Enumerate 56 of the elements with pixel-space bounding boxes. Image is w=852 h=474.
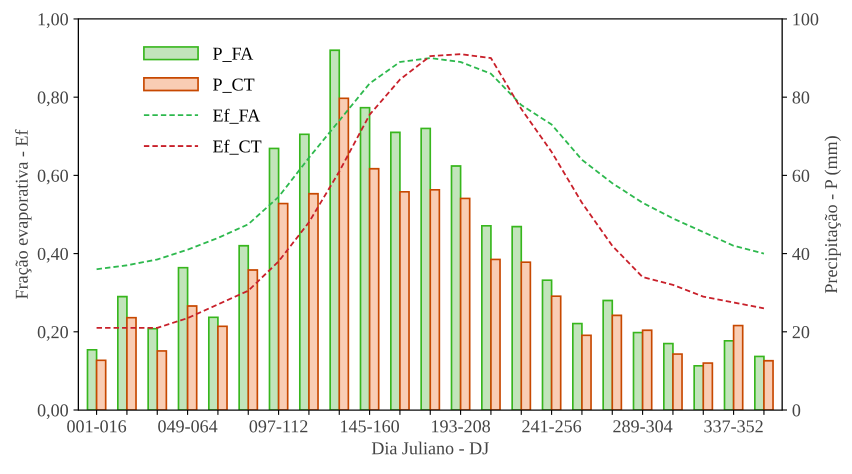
bar bbox=[156, 350, 168, 410]
x-axis-title: Dia Juliano - DJ bbox=[372, 442, 489, 454]
y2-tick-label: 0 bbox=[792, 404, 800, 416]
bar bbox=[581, 334, 592, 410]
y2-axis-title: Precipitação - P (mm) bbox=[824, 136, 841, 294]
bar bbox=[732, 324, 744, 410]
bar bbox=[338, 98, 350, 410]
x-tick-label: 145-160 bbox=[341, 420, 399, 432]
bar bbox=[702, 362, 714, 410]
y-tick-label: 0,20 bbox=[38, 326, 68, 341]
y-tick-label: 0,40 bbox=[38, 248, 68, 263]
legend-label: Ef_FA bbox=[213, 108, 260, 124]
bar bbox=[368, 168, 380, 410]
y-axis-title: Fração evaporativa - Ef bbox=[14, 130, 32, 299]
bar bbox=[217, 325, 228, 410]
x-tick-label: 337-352 bbox=[704, 420, 763, 432]
y2-tick-label: 80 bbox=[792, 91, 810, 104]
bar bbox=[247, 269, 258, 410]
bar bbox=[96, 360, 107, 410]
bar bbox=[460, 198, 471, 410]
x-tick-label: 049-064 bbox=[158, 420, 218, 432]
y2-tick-label: 60 bbox=[792, 170, 810, 182]
x-tick-label: 193-208 bbox=[432, 420, 490, 432]
bar bbox=[268, 148, 280, 410]
bar bbox=[450, 165, 462, 410]
bar bbox=[399, 190, 410, 410]
y2-tick-label: 20 bbox=[792, 326, 810, 338]
bar bbox=[360, 106, 370, 410]
bar bbox=[520, 261, 532, 410]
bar bbox=[763, 360, 774, 410]
legend-label: Ef_CT bbox=[213, 140, 262, 155]
y-tick-label: 0,60 bbox=[38, 170, 68, 184]
bar bbox=[278, 202, 289, 410]
x-tick-label: 241-256 bbox=[522, 420, 582, 432]
y-tick-label: 1,00 bbox=[38, 13, 68, 28]
bar bbox=[86, 348, 98, 410]
y-tick-label: 0,00 bbox=[38, 404, 68, 420]
bar bbox=[186, 305, 198, 410]
x-tick-label: 001-016 bbox=[67, 420, 126, 432]
y-tick-label: 0,80 bbox=[38, 91, 68, 106]
bar bbox=[611, 314, 622, 410]
legend-label: P_FA bbox=[213, 48, 254, 62]
y2-tick-label: 40 bbox=[792, 248, 810, 260]
bar bbox=[542, 279, 552, 410]
y2-tick-label: 100 bbox=[793, 13, 818, 26]
bar bbox=[178, 266, 188, 410]
bar bbox=[642, 329, 653, 410]
bar bbox=[550, 295, 562, 410]
bar bbox=[672, 353, 683, 410]
bar bbox=[126, 316, 137, 410]
legend-label: P_CT bbox=[213, 78, 254, 93]
bar bbox=[308, 192, 319, 410]
x-tick-label: 097-112 bbox=[250, 420, 308, 432]
x-tick-label: 289-304 bbox=[613, 420, 672, 432]
bar bbox=[429, 189, 440, 410]
bar bbox=[490, 258, 501, 410]
